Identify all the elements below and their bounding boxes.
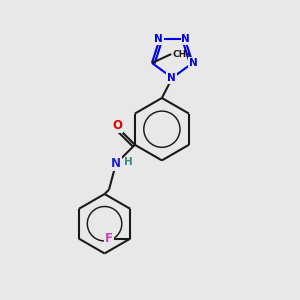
Text: N: N <box>167 73 176 83</box>
Text: N: N <box>154 34 163 44</box>
Text: O: O <box>112 119 122 132</box>
Text: N: N <box>182 34 190 44</box>
Text: CH₃: CH₃ <box>173 50 191 58</box>
Text: N: N <box>189 58 198 68</box>
Text: H: H <box>124 157 133 167</box>
Text: F: F <box>105 232 112 245</box>
Text: N: N <box>111 157 121 170</box>
